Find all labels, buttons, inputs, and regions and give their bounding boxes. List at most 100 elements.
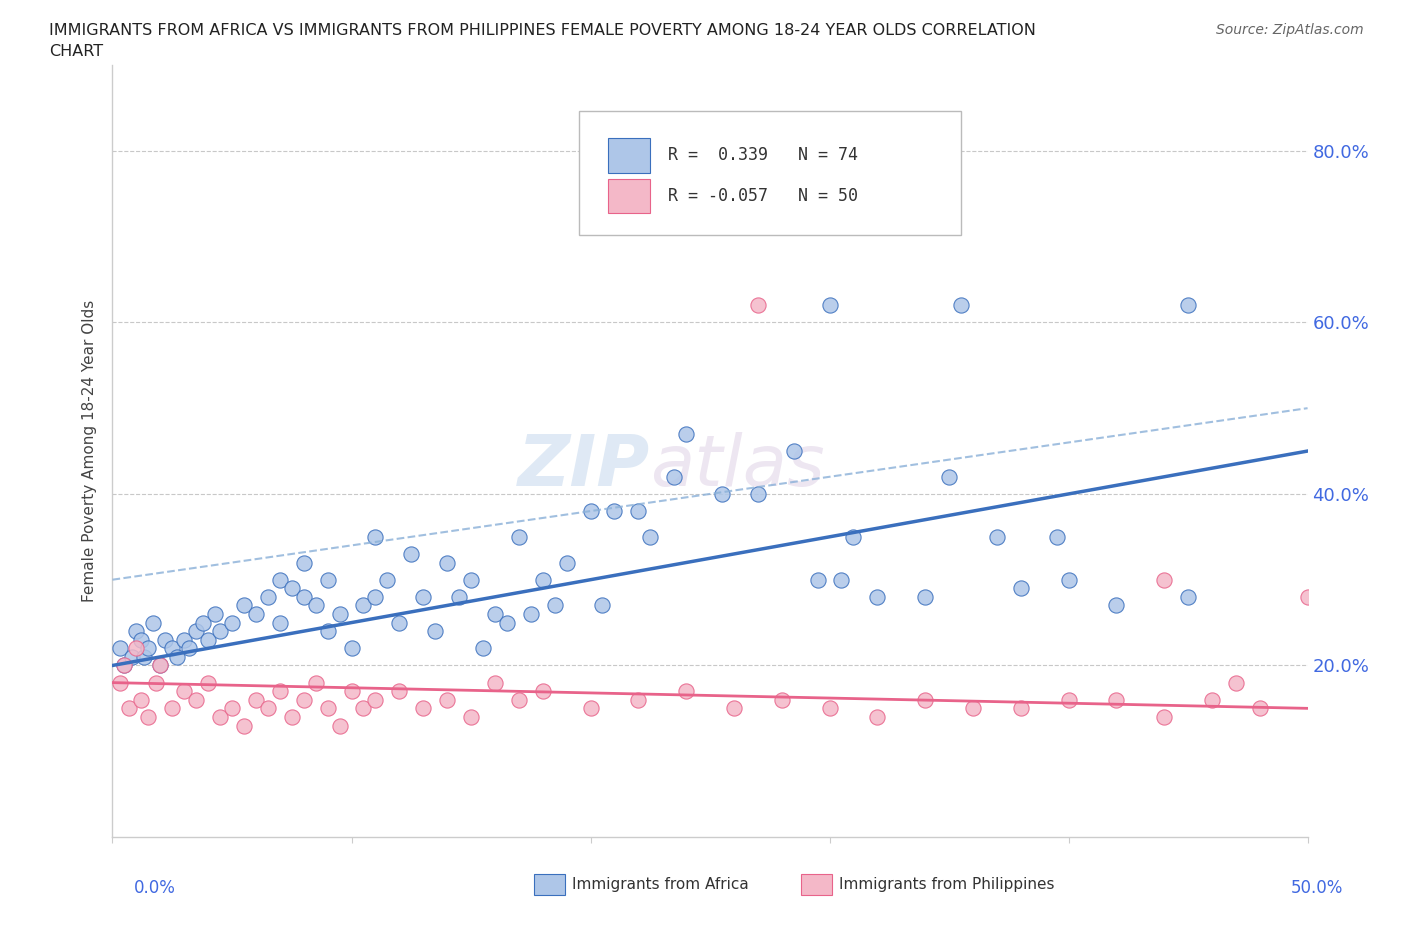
Point: [1249, 701, 1271, 716]
Point: [281, 581, 304, 596]
Point: [197, 675, 219, 690]
Point: [962, 701, 984, 716]
Text: Source: ZipAtlas.com: Source: ZipAtlas.com: [1216, 23, 1364, 37]
Point: [1057, 692, 1080, 707]
Point: [579, 701, 602, 716]
Point: [938, 470, 960, 485]
Point: [257, 590, 280, 604]
Y-axis label: Female Poverty Among 18-24 Year Olds: Female Poverty Among 18-24 Year Olds: [82, 300, 97, 603]
Text: 50.0%: 50.0%: [1291, 879, 1343, 897]
Point: [449, 590, 471, 604]
Point: [1225, 675, 1247, 690]
Point: [914, 590, 936, 604]
Point: [209, 710, 232, 724]
Point: [436, 692, 458, 707]
Point: [145, 675, 167, 690]
Point: [281, 710, 304, 724]
Point: [543, 598, 565, 613]
Point: [460, 572, 482, 587]
Point: [305, 675, 328, 690]
Point: [269, 572, 291, 587]
Point: [914, 692, 936, 707]
Point: [129, 692, 152, 707]
Point: [340, 641, 363, 656]
Point: [197, 632, 219, 647]
Point: [555, 555, 578, 570]
Point: [377, 572, 399, 587]
Point: [173, 632, 195, 647]
Point: [118, 701, 141, 716]
Point: [186, 692, 208, 707]
Point: [723, 701, 745, 716]
Point: [129, 632, 152, 647]
Point: [842, 529, 865, 544]
Point: [1046, 529, 1069, 544]
Point: [747, 298, 769, 312]
Point: [221, 615, 243, 630]
Point: [496, 615, 519, 630]
Point: [316, 572, 339, 587]
Point: [711, 486, 734, 501]
Point: [153, 632, 176, 647]
Point: [186, 624, 208, 639]
Point: [364, 590, 387, 604]
Point: [484, 606, 506, 621]
Point: [132, 649, 155, 664]
Point: [221, 701, 243, 716]
Point: [950, 298, 973, 312]
Point: [166, 649, 188, 664]
Point: [364, 529, 387, 544]
Point: [209, 624, 232, 639]
Point: [193, 615, 215, 630]
Point: [114, 658, 135, 673]
Point: [1010, 701, 1032, 716]
Point: [305, 598, 328, 613]
Text: R = -0.057   N = 50: R = -0.057 N = 50: [668, 187, 858, 206]
Point: [986, 529, 1008, 544]
Point: [162, 641, 183, 656]
Point: [269, 684, 291, 698]
Point: [770, 692, 793, 707]
Point: [579, 504, 602, 519]
Point: [818, 298, 841, 312]
Point: [245, 692, 267, 707]
Point: [783, 444, 806, 458]
Point: [412, 590, 434, 604]
Point: [472, 641, 495, 656]
Point: [292, 692, 315, 707]
Point: [520, 606, 543, 621]
Point: [149, 658, 172, 673]
Point: [364, 692, 387, 707]
Point: [138, 710, 160, 724]
Point: [1177, 298, 1199, 312]
Point: [108, 641, 131, 656]
Point: [627, 692, 650, 707]
Point: [1153, 710, 1175, 724]
Point: [508, 692, 530, 707]
Point: [412, 701, 434, 716]
Point: [292, 555, 315, 570]
Point: [831, 572, 853, 587]
Point: [142, 615, 165, 630]
Text: atlas: atlas: [651, 432, 825, 501]
Text: ZIP: ZIP: [517, 432, 651, 501]
Point: [1105, 598, 1128, 613]
FancyBboxPatch shape: [579, 112, 962, 235]
Point: [177, 641, 200, 656]
Point: [460, 710, 482, 724]
Point: [436, 555, 458, 570]
Point: [484, 675, 506, 690]
Point: [316, 624, 339, 639]
Point: [579, 212, 602, 227]
FancyBboxPatch shape: [609, 179, 651, 213]
Point: [1177, 590, 1199, 604]
Point: [508, 529, 530, 544]
Text: Immigrants from Philippines: Immigrants from Philippines: [839, 877, 1054, 892]
Point: [807, 572, 830, 587]
Point: [292, 590, 315, 604]
Point: [1296, 590, 1319, 604]
Point: [114, 658, 135, 673]
Point: [173, 684, 195, 698]
Point: [866, 710, 889, 724]
Text: R =  0.339   N = 74: R = 0.339 N = 74: [668, 146, 858, 165]
